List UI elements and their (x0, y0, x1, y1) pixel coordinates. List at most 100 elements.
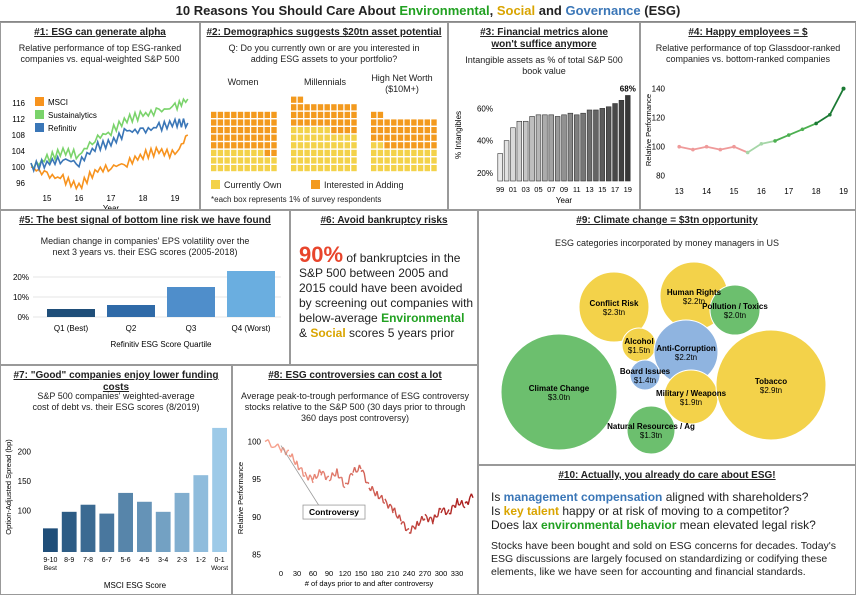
panel-title: #10: Actually, you already do care about… (558, 470, 776, 481)
bar (605, 106, 612, 182)
waffle-box (297, 104, 304, 111)
series-line (30, 116, 189, 174)
waffle-box (344, 127, 350, 134)
waffle-box (264, 119, 270, 126)
y-tick-label: 112 (12, 115, 25, 124)
bubble-value: $2.9tn (760, 386, 782, 395)
series-segment (282, 446, 285, 450)
bar (99, 513, 115, 552)
waffle-box (271, 111, 277, 118)
waffle-box (331, 165, 337, 172)
x-tick-label: 18 (812, 187, 821, 196)
waffle-box (411, 165, 417, 172)
waffle-box (324, 127, 330, 134)
social-word: Social (310, 326, 346, 340)
panel-bankruptcy: #6: Avoid bankruptcy risks 90% of bankru… (290, 210, 478, 365)
panel-funding-costs: #7: "Good" companies enjoy lower funding… (0, 365, 232, 595)
title-esg: (ESG) (640, 3, 681, 18)
chart-subtitle: Relative performance of top Glassdoor-ra… (655, 43, 841, 64)
bar (542, 114, 548, 182)
waffle-box (217, 111, 224, 118)
data-point (759, 141, 764, 146)
eps-volatility-bar-chart: 0% 10% 20% Q1 (Best) Q2 Q3 Q4 (Worst) Refinitiv… (13, 271, 281, 349)
alpha-line-chart: 96 100 104 108 112 116 15 16 17 18 19 Year MSCI Susta… (12, 97, 189, 209)
waffle-box (297, 111, 304, 118)
bar (567, 112, 574, 182)
waffle-box (244, 157, 250, 164)
data-point (800, 127, 805, 132)
series-segment (720, 145, 735, 151)
waffle-box (351, 104, 357, 111)
series-segment (679, 145, 694, 151)
q-highlight: environmental behavior (541, 518, 677, 532)
waffle-box (217, 149, 224, 156)
series-segment (366, 481, 370, 485)
waffle-box (317, 104, 324, 111)
waffle-box (337, 142, 344, 149)
x-axis-label: # of days prior to and after controversy (305, 579, 434, 588)
chart-subtitle: S&P 500 companies' weighted-average cost… (32, 391, 200, 412)
series-segment (456, 498, 460, 506)
waffle-box (384, 134, 390, 141)
y-tick-label: 140 (652, 85, 666, 94)
bar (61, 511, 77, 552)
bubble-label: Pollution / Toxics (702, 302, 768, 311)
data-point (745, 150, 750, 155)
waffle-box (297, 149, 304, 156)
series-segment (733, 145, 749, 154)
series-segment (358, 464, 362, 470)
waffle-box (371, 111, 377, 118)
x-tick-label: 17 (611, 185, 619, 194)
waffle-box (317, 142, 324, 149)
bar (523, 120, 529, 182)
waffle-box (304, 127, 310, 134)
question-2: Is key talent happy or at risk of moving… (491, 504, 789, 518)
legend-currently-own: Currently Own (211, 180, 282, 190)
callout-line (280, 445, 325, 514)
series-segment (301, 467, 305, 477)
waffle-box (371, 149, 377, 156)
waffle-box (264, 149, 270, 156)
waffle-box (224, 134, 230, 141)
bubble-label: Tobacco (755, 377, 787, 386)
x-tick-label: 07 (547, 185, 555, 194)
waffle-box (224, 149, 230, 156)
waffle-box (217, 157, 224, 164)
waffle-box (257, 119, 264, 126)
waffle-box (311, 104, 317, 111)
series-segment (309, 474, 312, 478)
x-tick-label: 19 (624, 185, 632, 194)
waffle-box (391, 142, 397, 149)
waffle-box (391, 149, 397, 156)
y-axis-label: Relative Performance (644, 94, 653, 166)
waffle-box (224, 142, 230, 149)
waffle-box (271, 149, 277, 156)
panel-title: #8: ESG controversies can cost a lot (268, 370, 442, 381)
legend-swatch (35, 123, 44, 132)
waffle-box (397, 165, 404, 172)
bankruptcy-statement: 90% of bankruptcies in the S&P 500 betwe… (299, 244, 475, 341)
waffle-box (331, 111, 337, 118)
x-tick-label: 3-4 (158, 557, 168, 564)
waffle-box (237, 165, 244, 172)
waffle-box (391, 119, 397, 126)
big-stat: 90% (299, 242, 344, 267)
waffle-box (344, 104, 350, 111)
legend-swatch (211, 180, 220, 189)
bar (174, 492, 190, 552)
main-title: 10 Reasons You Should Care About Environ… (0, 0, 856, 22)
series-segment (706, 145, 721, 151)
waffle-box (424, 149, 430, 156)
waffle-box (224, 127, 230, 134)
x-tick-label: 30 (293, 569, 301, 578)
y-tick-label: 100 (12, 163, 26, 172)
waffle-box (291, 96, 297, 103)
x-tick-label: 7-8 (83, 557, 93, 564)
waffle-box (304, 104, 310, 111)
chart-subtitle: Intangible assets as % of total S&P 500 … (465, 55, 623, 76)
bubble (629, 359, 661, 391)
waffle-box (424, 127, 430, 134)
waffle-box (237, 142, 244, 149)
legend-label: Interested in Adding (324, 180, 404, 190)
waffle-box (411, 142, 417, 149)
